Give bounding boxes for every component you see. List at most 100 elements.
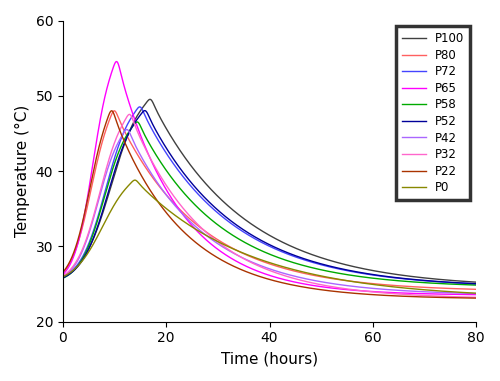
P32 (236, 254, 242, 259)
P0 (473, 291, 479, 296)
P72 (420, 279, 426, 283)
P52 (473, 282, 479, 286)
P80 (132, 148, 138, 152)
Line: P22: P22 (63, 111, 476, 298)
P72 (60, 275, 66, 280)
P58 (134, 120, 140, 124)
P72 (107, 171, 113, 176)
P0 (107, 210, 113, 215)
P0 (132, 178, 138, 182)
P58 (420, 280, 426, 285)
P65 (465, 292, 471, 297)
P52 (132, 121, 138, 125)
Legend: P100, P80, P72, P65, P58, P52, P42, P32, P22, P0: P100, P80, P72, P65, P58, P52, P42, P32,… (396, 26, 470, 200)
P0 (218, 241, 224, 246)
P100 (107, 187, 113, 192)
Line: P42: P42 (63, 130, 476, 293)
P72 (473, 282, 479, 286)
P58 (107, 175, 113, 180)
P42 (218, 244, 224, 248)
P80 (107, 116, 113, 120)
P65 (236, 261, 242, 265)
P100 (236, 213, 242, 218)
P72 (136, 105, 142, 109)
Line: P0: P0 (63, 180, 476, 293)
P32 (60, 274, 66, 278)
Line: P32: P32 (63, 114, 476, 297)
P52 (236, 225, 242, 229)
P22 (420, 295, 426, 299)
P100 (132, 118, 138, 123)
P100 (218, 198, 224, 202)
P22 (60, 270, 66, 274)
P32 (107, 154, 113, 158)
P100 (465, 279, 471, 284)
Line: P100: P100 (63, 99, 476, 282)
P100 (473, 280, 479, 285)
Line: P58: P58 (63, 122, 476, 285)
P72 (236, 227, 242, 232)
P0 (60, 274, 66, 279)
P42 (107, 160, 113, 164)
P80 (60, 270, 66, 275)
P32 (132, 122, 138, 127)
X-axis label: Time (hours): Time (hours) (221, 351, 318, 366)
P80 (112, 109, 117, 113)
P72 (218, 214, 224, 218)
P42 (465, 291, 471, 296)
P42 (420, 290, 426, 294)
P80 (465, 287, 471, 291)
Line: P65: P65 (63, 62, 476, 295)
P0 (132, 178, 138, 182)
P32 (420, 293, 426, 298)
P22 (107, 110, 113, 115)
P22 (108, 109, 114, 113)
P100 (420, 275, 426, 280)
P58 (465, 282, 471, 287)
P22 (132, 161, 138, 165)
P22 (473, 296, 479, 300)
Line: P52: P52 (63, 110, 476, 284)
P100 (60, 275, 66, 279)
P58 (473, 283, 479, 287)
P80 (420, 285, 426, 290)
P32 (465, 295, 471, 299)
P65 (60, 272, 66, 277)
P65 (114, 59, 119, 64)
P80 (473, 287, 479, 291)
P42 (124, 127, 130, 132)
P72 (465, 281, 471, 286)
P32 (218, 242, 224, 247)
Line: P72: P72 (63, 107, 476, 284)
P42 (60, 275, 66, 279)
P52 (218, 211, 224, 216)
P22 (218, 258, 224, 262)
P52 (142, 108, 148, 113)
P65 (132, 117, 138, 122)
P65 (107, 75, 113, 80)
P58 (60, 276, 66, 280)
P52 (60, 275, 66, 280)
P58 (236, 237, 242, 242)
P100 (147, 97, 153, 102)
P65 (473, 292, 479, 297)
P58 (132, 122, 138, 126)
P65 (420, 291, 426, 296)
P65 (218, 250, 224, 254)
P0 (420, 287, 426, 292)
Line: P80: P80 (63, 111, 476, 289)
P52 (107, 184, 113, 189)
P80 (218, 240, 224, 244)
P22 (236, 267, 242, 271)
P80 (236, 250, 242, 254)
P52 (465, 281, 471, 286)
Y-axis label: Temperature (°C): Temperature (°C) (15, 105, 30, 237)
P0 (236, 249, 242, 254)
P0 (465, 290, 471, 295)
P32 (126, 112, 132, 117)
P58 (218, 226, 224, 230)
P42 (236, 254, 242, 259)
P72 (132, 110, 138, 115)
P22 (465, 296, 471, 300)
P52 (420, 278, 426, 283)
